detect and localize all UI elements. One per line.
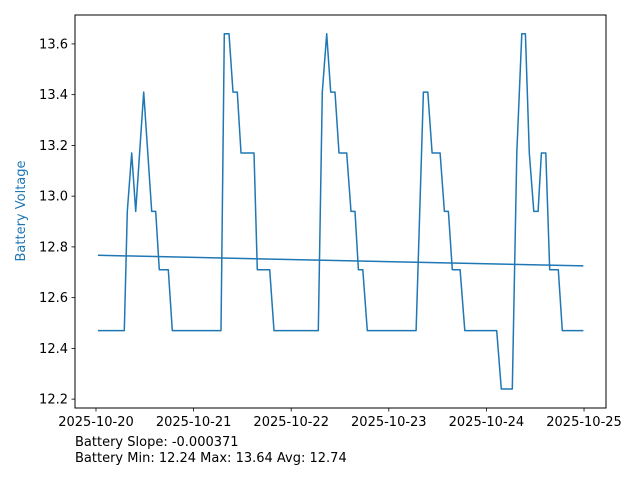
- x-tick-label: 2025-10-21: [156, 415, 232, 430]
- x-tick-label: 2025-10-25: [546, 415, 622, 430]
- y-tick-label: 12.8: [39, 240, 68, 255]
- slope-annotation: Battery Slope: -0.000371: [75, 435, 239, 450]
- x-tick-label: 2025-10-24: [449, 415, 525, 430]
- battery-voltage-line: [97, 33, 584, 390]
- plot-area: [97, 33, 584, 390]
- y-axis-label: Battery Voltage: [14, 160, 29, 261]
- y-tick-label: 13.0: [39, 190, 68, 205]
- stats-annotation: Battery Min: 12.24 Max: 13.64 Avg: 12.74: [75, 451, 347, 466]
- y-axis: 12.2 12.4 12.6 12.8 13.0 13.2 13.4 13.6: [39, 37, 75, 408]
- y-tick-label: 13.2: [39, 139, 68, 154]
- x-tick-label: 2025-10-23: [351, 415, 427, 430]
- x-tick-label: 2025-10-22: [253, 415, 329, 430]
- x-tick-label: 2025-10-20: [58, 415, 134, 430]
- y-tick-label: 12.2: [39, 393, 68, 408]
- axes-frame: [74, 14, 607, 409]
- y-tick-label: 12.4: [39, 342, 68, 357]
- trend-line: [97, 254, 584, 267]
- x-axis: 2025-10-20 2025-10-21 2025-10-22 2025-10-23…: [58, 408, 622, 430]
- y-tick-label: 13.4: [39, 88, 68, 103]
- y-tick-label: 12.6: [39, 291, 68, 306]
- y-tick-label: 13.6: [39, 37, 68, 52]
